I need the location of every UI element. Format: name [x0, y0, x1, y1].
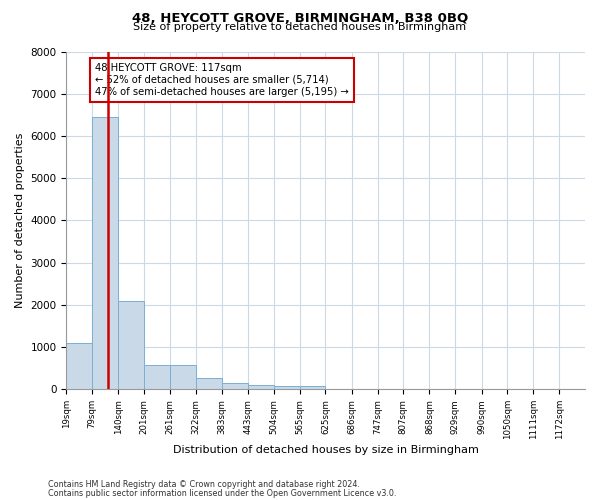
Text: Contains HM Land Registry data © Crown copyright and database right 2024.: Contains HM Land Registry data © Crown c…	[48, 480, 360, 489]
Bar	[222, 384, 248, 390]
Bar	[92, 117, 118, 390]
Bar	[144, 365, 170, 390]
Bar	[300, 386, 325, 390]
Bar	[118, 300, 144, 390]
Text: 48, HEYCOTT GROVE, BIRMINGHAM, B38 0BQ: 48, HEYCOTT GROVE, BIRMINGHAM, B38 0BQ	[132, 12, 468, 26]
X-axis label: Distribution of detached houses by size in Birmingham: Distribution of detached houses by size …	[173, 445, 479, 455]
Text: 48 HEYCOTT GROVE: 117sqm
← 52% of detached houses are smaller (5,714)
47% of sem: 48 HEYCOTT GROVE: 117sqm ← 52% of detach…	[95, 64, 349, 96]
Bar	[274, 386, 300, 390]
Bar	[248, 384, 274, 390]
Y-axis label: Number of detached properties: Number of detached properties	[15, 132, 25, 308]
Text: Size of property relative to detached houses in Birmingham: Size of property relative to detached ho…	[133, 22, 467, 32]
Bar	[196, 378, 222, 390]
Bar	[170, 365, 196, 390]
Text: Contains public sector information licensed under the Open Government Licence v3: Contains public sector information licen…	[48, 488, 397, 498]
Bar	[67, 343, 92, 390]
